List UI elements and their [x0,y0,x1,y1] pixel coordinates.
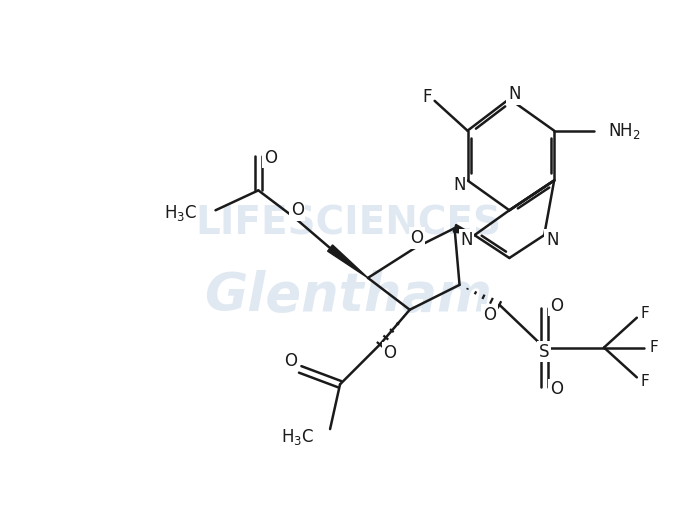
Text: O: O [483,306,496,324]
Text: F: F [649,340,658,355]
Text: O: O [291,201,303,219]
Text: N: N [460,231,473,249]
Polygon shape [453,225,475,235]
Text: N: N [508,85,521,103]
Text: N: N [453,176,466,194]
Text: F: F [640,306,649,321]
Text: Glentham: Glentham [204,270,492,322]
Text: O: O [550,380,562,398]
Text: H$_3$C: H$_3$C [281,427,314,447]
Text: O: O [264,149,277,166]
Text: O: O [410,229,423,247]
Text: N: N [546,231,558,249]
Text: O: O [550,297,562,315]
Text: F: F [422,88,432,106]
Text: O: O [284,353,296,370]
Text: LIFESCIENCES: LIFESCIENCES [195,205,501,243]
Polygon shape [328,245,368,278]
Text: S: S [539,343,549,360]
Text: O: O [383,344,396,361]
Text: H$_3$C: H$_3$C [164,203,198,223]
Text: NH$_2$: NH$_2$ [608,121,641,141]
Text: F: F [640,374,649,389]
